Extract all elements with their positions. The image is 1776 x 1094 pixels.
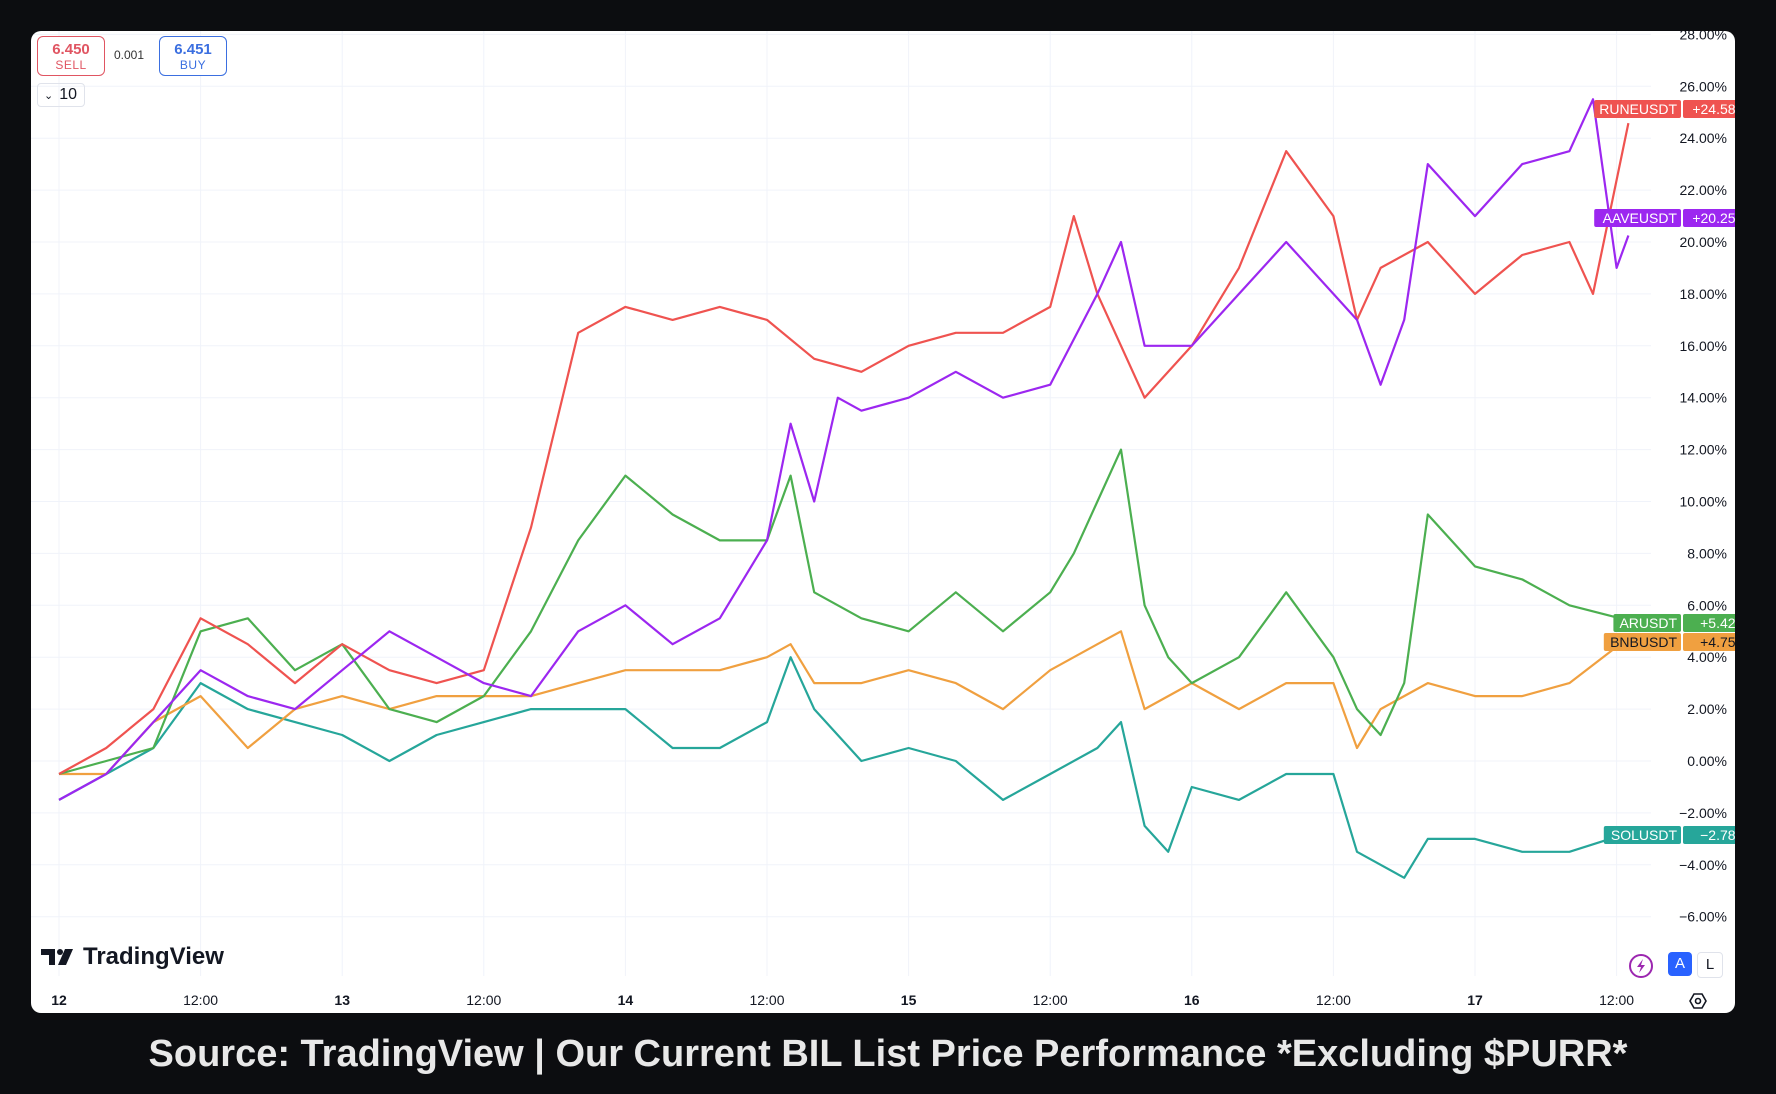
series-label-arusdt: ARUSDT +5.42% [1613,614,1735,632]
y-tick-label: 6.00% [1687,597,1727,613]
y-tick-label: 12.00% [1680,442,1727,458]
lightning-icon[interactable] [1628,953,1654,979]
series-name-badge [1594,209,1681,227]
series-value-badge [1683,633,1735,651]
series-last-value: −2.78% [1700,827,1735,843]
y-tick-label: −6.00% [1679,909,1727,925]
series-line-arusdt [58,448,1629,776]
series-name: SOLUSDT [1611,827,1678,843]
tradingview-logo-icon [41,949,73,965]
x-tick-label: 14 [618,992,634,1008]
buy-label: BUY [179,58,207,72]
buy-button[interactable]: 6.451 BUY [159,36,227,76]
source-caption: Source: TradingView | Our Current BIL Li… [148,1033,1628,1075]
y-tick-label: 16.00% [1680,338,1727,354]
x-tick-label: 12:00 [1033,992,1068,1008]
x-tick-label: 12:00 [749,992,784,1008]
quantity-dropdown[interactable]: ⌄ 10 [37,83,85,107]
y-tick-label: 8.00% [1687,545,1727,561]
series-last-value: +20.25% [1692,210,1735,226]
y-tick-label: 20.00% [1680,234,1727,250]
series-line-solusdt [58,656,1629,879]
y-tick-label: 0.00% [1687,753,1727,769]
x-tick-label: 12:00 [183,992,218,1008]
series-name-badge [1603,633,1681,651]
x-tick-label: 12:00 [1599,992,1634,1008]
log-scale-button[interactable]: L [1697,952,1723,978]
y-tick-label: 4.00% [1687,649,1727,665]
y-tick-label: 18.00% [1680,286,1727,302]
series-name: AAVEUSDT [1603,210,1678,226]
x-tick-label: 16 [1184,992,1200,1008]
y-tick-label: 14.00% [1680,390,1727,406]
x-tick-label: 12:00 [466,992,501,1008]
chart-panel: −6.00% −4.00% −2.00% 0.00% 2.00% 4.00% 6.00% 8.… [31,31,1735,1013]
x-tick-label: 13 [334,992,350,1008]
y-tick-label: 26.00% [1680,78,1727,94]
y-tick-label: 2.00% [1687,701,1727,717]
spread-value: 0.001 [114,48,145,62]
series-value-badge [1683,209,1735,227]
settings-icon[interactable] [1688,991,1708,1011]
sell-price: 6.450 [52,41,90,58]
series-line-aaveusdt [58,98,1630,801]
y-tick-label: 10.00% [1680,494,1727,510]
x-tick-label: 17 [1467,992,1483,1008]
series-name-badge [1613,614,1681,632]
logo-text: TradingView [83,943,224,970]
series-name: ARUSDT [1619,615,1677,631]
series-line-runeusdt [58,122,1630,775]
series-line-bnbusdt [59,630,1630,776]
series-label-bnbusdt: BNBUSDT +4.75% [1603,633,1735,651]
series-value-badge [1683,100,1735,118]
series-last-value: +4.75% [1700,634,1735,650]
y-tick-label: 22.00% [1680,182,1727,198]
quantity-value: 10 [59,86,78,103]
x-tick-label: 12:00 [1316,992,1351,1008]
series-name-badge [1603,826,1681,844]
series-label-aaveusdt: AAVEUSDT +20.25% [1594,209,1735,227]
chevron-down-icon: ⌄ [44,90,54,102]
x-tick-label: 12 [51,992,67,1008]
series-last-value: +24.58% [1692,101,1735,117]
series-name: RUNEUSDT [1599,101,1677,117]
series-last-value: +5.42% [1700,615,1735,631]
series-label-runeusdt: RUNEUSDT +24.58% [1594,100,1735,118]
tradingview-logo[interactable]: TradingView [41,943,224,971]
series-name-badge [1594,100,1681,118]
series-name: BNBUSDT [1610,634,1677,650]
sell-label: SELL [55,58,87,72]
buy-price: 6.451 [174,41,212,58]
price-performance-chart[interactable]: −6.00% −4.00% −2.00% 0.00% 2.00% 4.00% 6.00% 8.… [31,31,1735,1013]
series-value-badge [1683,826,1735,844]
sell-button[interactable]: 6.450 SELL [37,36,105,76]
y-tick-label: 24.00% [1680,130,1727,146]
series-label-solusdt: SOLUSDT −2.78% [1603,826,1735,844]
y-tick-label: −2.00% [1679,805,1727,821]
series-value-badge [1683,614,1735,632]
x-tick-label: 15 [901,992,917,1008]
y-tick-label: −4.00% [1679,857,1727,873]
y-tick-label: 28.00% [1680,31,1727,42]
auto-scale-button[interactable]: A [1668,952,1692,976]
